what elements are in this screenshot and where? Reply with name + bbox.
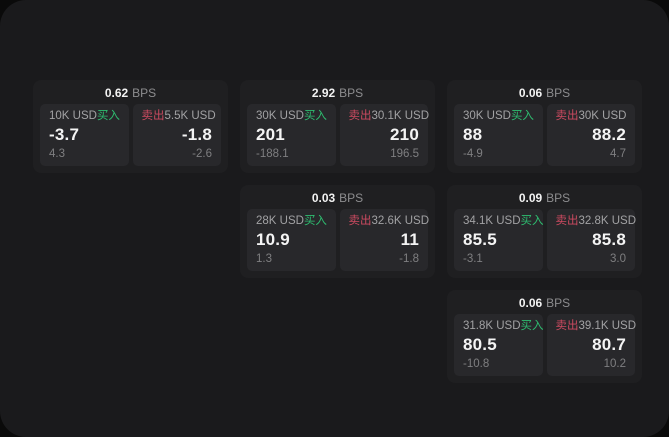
sell-tag: 卖出: [141, 110, 165, 122]
spread-unit-label: BPS: [339, 190, 364, 205]
buy-amount: 34.1K USD: [463, 215, 521, 227]
buy-delta: -188.1: [256, 147, 289, 160]
bid-ask-panels: 30K USD 买入 88 -4.9 卖出 30K USD 88.2 4.7: [447, 104, 642, 173]
spread-value: 0.62: [104, 85, 129, 100]
buy-panel[interactable]: 28K USD 买入 10.9 1.3: [247, 209, 336, 271]
sell-panel[interactable]: 卖出 5.5K USD -1.8 -2.6: [132, 104, 221, 166]
buy-delta: -4.9: [463, 147, 483, 160]
spread-header: 0.09 BPS: [447, 185, 642, 209]
quote-card: 0.06 BPS 30K USD 买入 88 -4.9 卖出 30K USD 8…: [447, 80, 642, 173]
sell-amount: 30.1K USD: [371, 110, 430, 122]
bid-ask-panels: 28K USD 买入 10.9 1.3 卖出 32.6K USD 11 -1.8: [240, 209, 435, 278]
sell-amount: 32.8K USD: [578, 215, 637, 227]
sell-amount: 5.5K USD: [164, 110, 216, 122]
sell-panel[interactable]: 卖出 30K USD 88.2 4.7: [546, 104, 635, 166]
spread-unit-label: BPS: [546, 295, 571, 310]
quote-card: 2.92 BPS 30K USD 买入 201 -188.1 卖出 30.1K …: [240, 80, 435, 173]
quote-card: 0.06 BPS 31.8K USD 买入 80.5 -10.8 卖出 39.1…: [447, 290, 642, 383]
buy-price: 80.5: [463, 335, 497, 355]
sell-tag: 卖出: [348, 110, 372, 122]
sell-price: 11: [400, 230, 419, 250]
buy-delta: -10.8: [463, 357, 490, 370]
spread-value: 0.06: [518, 295, 543, 310]
sell-delta: -2.6: [192, 147, 212, 160]
buy-tag: 买入: [520, 320, 544, 332]
spread-unit-label: BPS: [546, 85, 571, 100]
buy-tag: 买入: [303, 110, 327, 122]
buy-price: -3.7: [49, 125, 80, 145]
sell-amount: 39.1K USD: [578, 320, 637, 332]
buy-delta: -3.1: [463, 252, 483, 265]
spread-header: 0.06 BPS: [447, 80, 642, 104]
buy-price: 88: [463, 125, 483, 145]
sell-price: 88.2: [592, 125, 626, 145]
buy-panel[interactable]: 10K USD 买入 -3.7 4.3: [40, 104, 129, 166]
sell-delta: 4.7: [610, 147, 626, 160]
sell-panel[interactable]: 卖出 32.8K USD 85.8 3.0: [546, 209, 637, 271]
spread-unit-label: BPS: [546, 190, 571, 205]
buy-tag: 买入: [520, 215, 544, 227]
buy-amount: 31.8K USD: [463, 320, 521, 332]
spread-header: 0.06 BPS: [447, 290, 642, 314]
buy-tag: 买入: [510, 110, 534, 122]
bid-ask-panels: 31.8K USD 买入 80.5 -10.8 卖出 39.1K USD 80.…: [447, 314, 642, 383]
spread-value: 0.03: [311, 190, 336, 205]
buy-tag: 买入: [303, 215, 327, 227]
sell-delta: 196.5: [390, 147, 419, 160]
bid-ask-panels: 34.1K USD 买入 85.5 -3.1 卖出 32.8K USD 85.8…: [447, 209, 642, 278]
sell-tag: 卖出: [555, 110, 579, 122]
quote-cards-grid: 0.62 BPS 10K USD 买入 -3.7 4.3 卖出 5.5K USD…: [33, 80, 642, 383]
sell-tag: 卖出: [555, 215, 579, 227]
sell-price: 85.8: [592, 230, 626, 250]
spread-unit-label: BPS: [339, 85, 364, 100]
spread-header: 2.92 BPS: [240, 80, 435, 104]
spread-value: 2.92: [311, 85, 336, 100]
spread-unit-label: BPS: [132, 85, 157, 100]
sell-panel[interactable]: 卖出 39.1K USD 80.7 10.2: [546, 314, 637, 376]
spread-header: 0.62 BPS: [33, 80, 228, 104]
quote-card: 0.03 BPS 28K USD 买入 10.9 1.3 卖出 32.6K US…: [240, 185, 435, 278]
spread-value: 0.06: [518, 85, 543, 100]
buy-delta: 4.3: [49, 147, 65, 160]
sell-price: 80.7: [592, 335, 626, 355]
buy-amount: 28K USD: [256, 215, 304, 227]
buy-panel[interactable]: 34.1K USD 买入 85.5 -3.1: [454, 209, 544, 271]
sell-tag: 卖出: [555, 320, 579, 332]
quote-card: 0.09 BPS 34.1K USD 买入 85.5 -3.1 卖出 32.8K…: [447, 185, 642, 278]
sell-delta: 3.0: [610, 252, 626, 265]
spread-value: 0.09: [518, 190, 543, 205]
sell-amount: 32.6K USD: [371, 215, 430, 227]
sell-delta: -1.8: [399, 252, 419, 265]
bid-ask-panels: 10K USD 买入 -3.7 4.3 卖出 5.5K USD -1.8 -2.…: [33, 104, 228, 173]
spread-header: 0.03 BPS: [240, 185, 435, 209]
buy-price: 85.5: [463, 230, 497, 250]
buy-tag: 买入: [96, 110, 120, 122]
bid-ask-panels: 30K USD 买入 201 -188.1 卖出 30.1K USD 210 1…: [240, 104, 435, 173]
buy-amount: 10K USD: [49, 110, 97, 122]
buy-delta: 1.3: [256, 252, 272, 265]
sell-delta: 10.2: [603, 357, 626, 370]
buy-amount: 30K USD: [256, 110, 304, 122]
sell-panel[interactable]: 卖出 32.6K USD 11 -1.8: [339, 209, 430, 271]
quote-card: 0.62 BPS 10K USD 买入 -3.7 4.3 卖出 5.5K USD…: [33, 80, 228, 173]
buy-panel[interactable]: 31.8K USD 买入 80.5 -10.8: [454, 314, 544, 376]
buy-panel[interactable]: 30K USD 买入 201 -188.1: [247, 104, 336, 166]
buy-panel[interactable]: 30K USD 买入 88 -4.9: [454, 104, 543, 166]
buy-price: 201: [256, 125, 285, 145]
sell-price: -1.8: [181, 125, 212, 145]
buy-price: 10.9: [256, 230, 290, 250]
sell-price: 210: [390, 125, 419, 145]
sell-tag: 卖出: [348, 215, 372, 227]
sell-amount: 30K USD: [578, 110, 627, 122]
buy-amount: 30K USD: [463, 110, 511, 122]
sell-panel[interactable]: 卖出 30.1K USD 210 196.5: [339, 104, 430, 166]
